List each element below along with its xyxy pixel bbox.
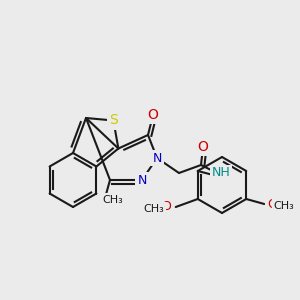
Text: O: O [161, 200, 171, 214]
Text: CH₃: CH₃ [274, 201, 295, 211]
Text: CH₃: CH₃ [143, 204, 164, 214]
Text: S: S [109, 113, 118, 128]
Text: NH: NH [212, 167, 230, 179]
Text: O: O [267, 197, 277, 211]
Text: N: N [137, 173, 147, 187]
Text: N: N [152, 152, 162, 164]
Text: CH₃: CH₃ [103, 195, 123, 205]
Text: O: O [148, 108, 158, 122]
Text: O: O [198, 140, 208, 154]
